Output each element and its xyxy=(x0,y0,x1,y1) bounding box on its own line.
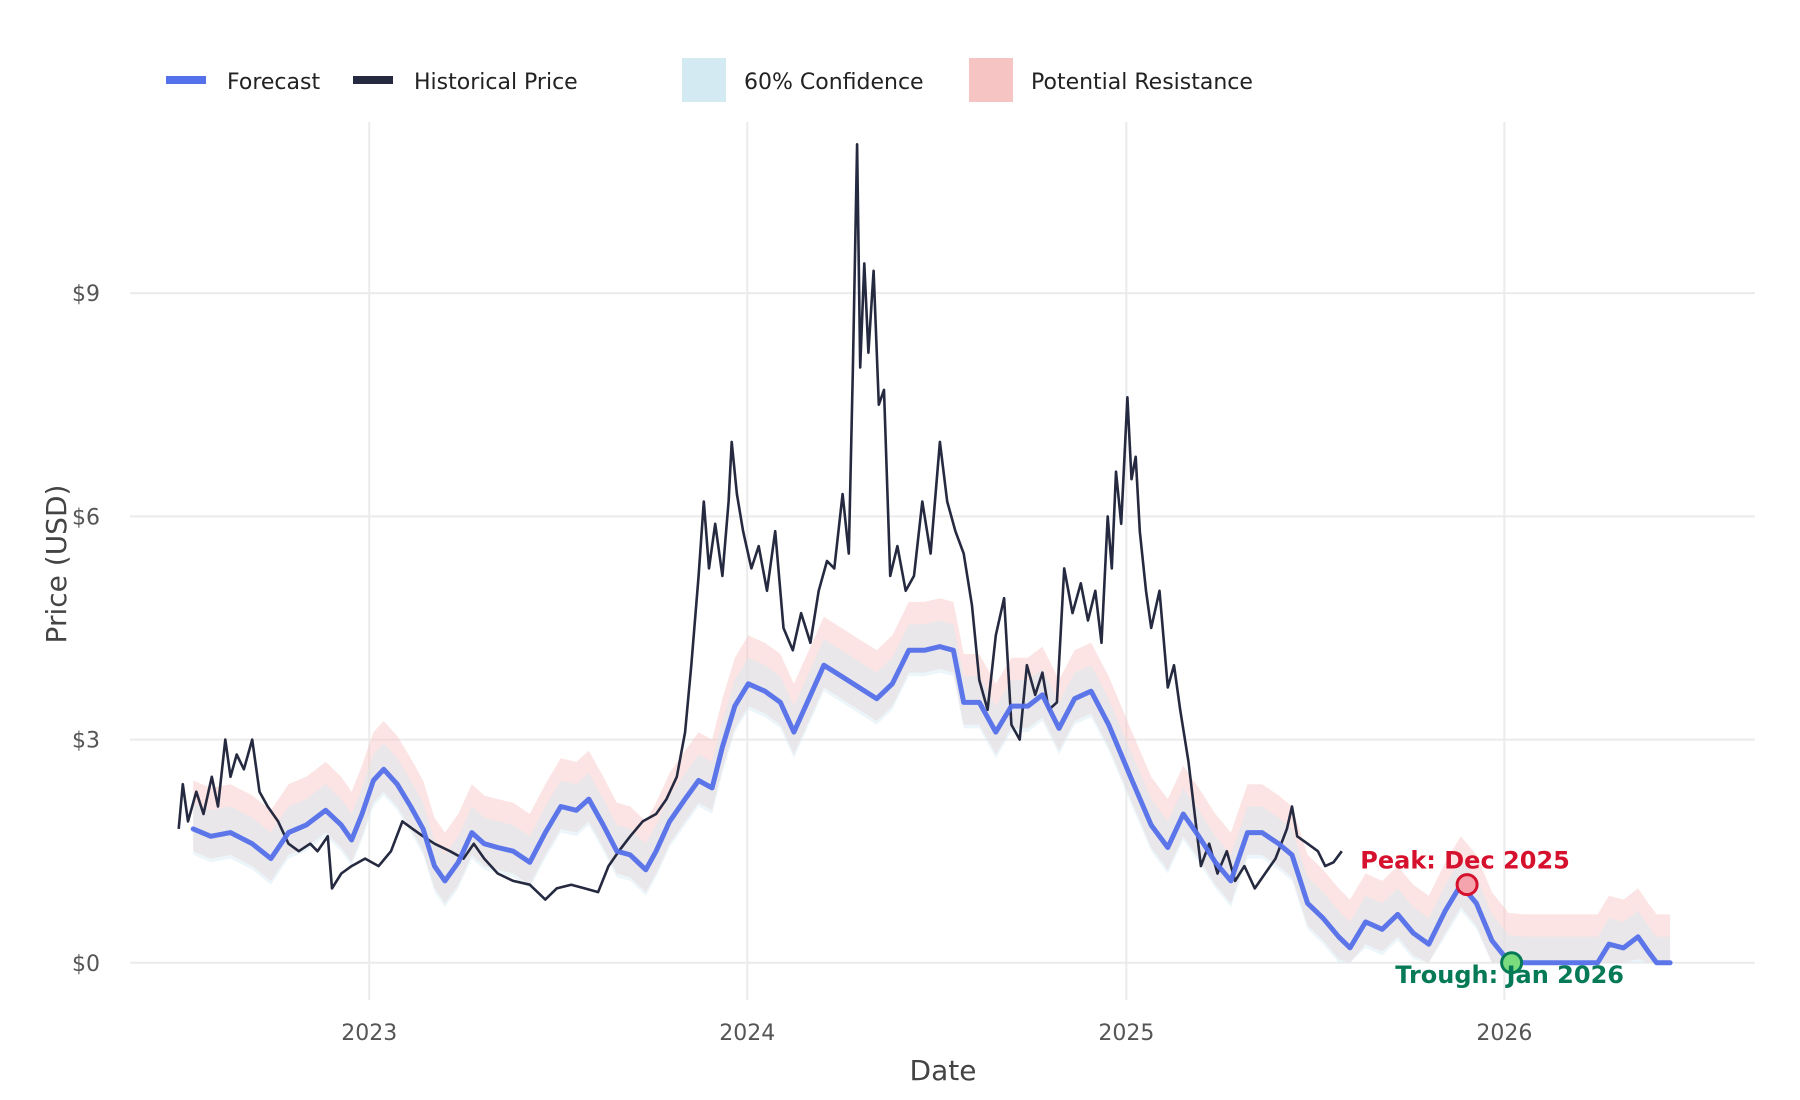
legend-swatch-confidence xyxy=(682,58,726,102)
x-tick-label: 2023 xyxy=(341,1021,397,1046)
peak-marker xyxy=(1455,873,1479,897)
x-axis-title: Date xyxy=(910,1054,977,1087)
x-tick-label: 2024 xyxy=(719,1021,775,1046)
legend-label-confidence: 60% Confidence xyxy=(744,70,924,95)
historical-price-line xyxy=(177,143,1343,901)
trough-marker xyxy=(1500,951,1524,975)
y-tick-label: $9 xyxy=(72,282,100,307)
y-axis-title: Price (USD) xyxy=(40,485,73,644)
y-tick-label: $0 xyxy=(72,952,100,977)
forecast-line xyxy=(190,644,1673,966)
legend-label-historical: Historical Price xyxy=(414,70,578,95)
resistance-band xyxy=(193,598,1671,963)
legend-swatch-forecast xyxy=(166,76,206,84)
legend-swatch-historical xyxy=(353,76,393,84)
legend-label-forecast: Forecast xyxy=(227,70,320,95)
legend-item-forecast[interactable]: Forecast xyxy=(166,70,320,95)
y-tick-label: $3 xyxy=(72,729,100,754)
legend-item-historical[interactable]: Historical Price xyxy=(353,70,578,95)
legend-label-resistance: Potential Resistance xyxy=(1031,70,1253,95)
gridlines xyxy=(130,122,1755,1000)
trough-label: Trough: Jan 2026 xyxy=(1395,961,1624,989)
x-tick-label: 2025 xyxy=(1098,1021,1154,1046)
y-tick-label: $6 xyxy=(72,505,100,530)
tick-labels: $0 $3 $6 $9 2023 2024 2025 2026 xyxy=(72,282,1532,1046)
x-tick-label: 2026 xyxy=(1476,1021,1532,1046)
annotations: Peak: Dec 2025 Trough: Jan 2026 xyxy=(1360,847,1624,989)
legend-item-confidence[interactable]: 60% Confidence xyxy=(682,58,924,102)
legend: Forecast Historical Price 60% Confidence… xyxy=(166,58,1253,102)
legend-swatch-resistance xyxy=(969,58,1013,102)
series-lines xyxy=(177,143,1673,966)
peak-label: Peak: Dec 2025 xyxy=(1360,847,1570,875)
legend-item-resistance[interactable]: Potential Resistance xyxy=(969,58,1253,102)
